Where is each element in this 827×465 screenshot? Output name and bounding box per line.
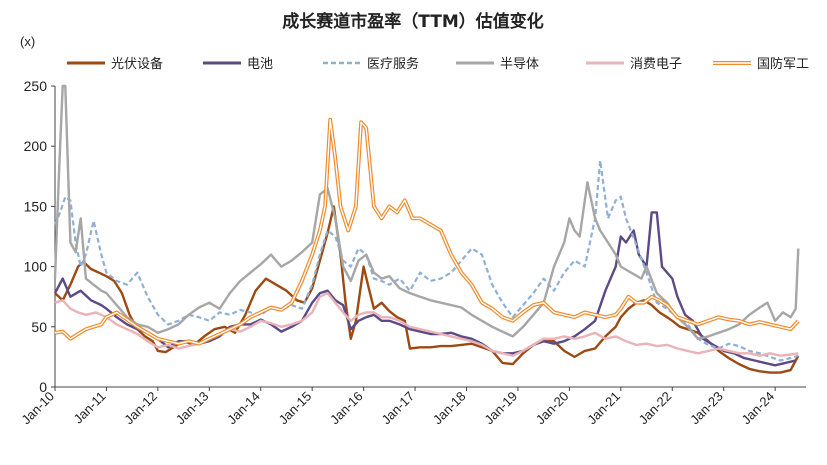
legend-item: 消费电子 [586,57,682,72]
y-unit-label: (x) [20,34,35,49]
x-tick-label: Jan-12 [121,389,160,428]
series-path [53,84,800,340]
legend-label: 半导体 [500,57,539,72]
legend-item: 电池 [203,57,273,72]
legend-item: 光伏设备 [67,56,163,72]
legend-item: 国防军工 [713,56,809,72]
y-tick-label: 100 [24,259,48,275]
series-line [54,205,800,374]
x-tick-label: Jan-11 [71,389,109,427]
legend-label: 国防军工 [757,56,809,72]
series-line-inner [54,119,799,345]
x-tick-label: Jan-14 [224,389,263,428]
y-tick-label: 0 [39,379,47,395]
x-tick-label: Jan-18 [430,389,469,428]
series-line [53,84,800,340]
x-axis: Jan-10 Jan-11 Jan-12 Jan-13 Jan-14 Jan-15 Jan-… [18,386,806,428]
y-tick-label: 200 [24,138,48,154]
x-tick-label: Jan-10 [18,389,57,428]
y-tick-label: 150 [24,198,48,214]
x-tick-label: Jan-17 [378,389,417,428]
x-tick-label: Jan-19 [481,389,520,428]
series-path [54,291,799,357]
plot-area [53,84,800,374]
series-path [54,205,800,374]
legend-label: 光伏设备 [111,56,163,72]
series-line-outer [54,117,800,346]
series-line [54,291,799,357]
series-line [54,117,800,346]
legend-label: 消费电子 [630,57,682,72]
legend-label: 医疗服务 [367,56,419,72]
y-axis: 0 50 100 150 200 250 [24,78,56,395]
chart-title: 成长赛道市盈率（TTM）估值变化 [282,11,544,32]
legend-label: 电池 [247,57,273,72]
x-tick-label: Jan-24 [739,389,778,428]
y-tick-label: 250 [24,78,48,94]
x-tick-label: Jan-20 [533,389,572,428]
legend-item: 半导体 [456,57,539,72]
legend: 光伏设备 电池 医疗服务 半导体 消费电子 国防军工 [67,56,809,72]
x-tick-label: Jan-23 [687,389,726,428]
x-tick-label: Jan-16 [327,389,366,428]
x-tick-label: Jan-15 [276,389,315,428]
x-tick-label: Jan-22 [636,389,675,428]
x-tick-label: Jan-21 [584,389,623,428]
series-line [53,159,799,362]
y-tick-label: 50 [31,319,47,335]
x-tick-label: Jan-13 [173,389,212,428]
legend-item: 医疗服务 [323,56,419,72]
series-path [53,159,799,362]
